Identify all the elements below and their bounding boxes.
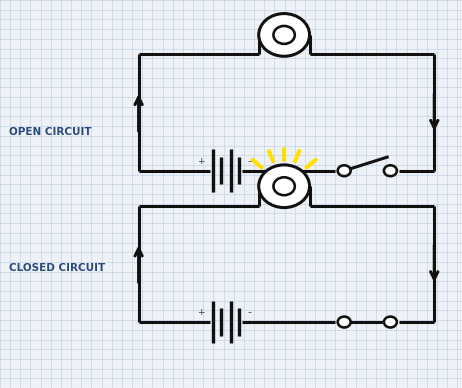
Circle shape bbox=[259, 165, 310, 208]
Text: OPEN CIRCUIT: OPEN CIRCUIT bbox=[9, 127, 92, 137]
Text: +: + bbox=[197, 156, 205, 166]
Circle shape bbox=[384, 317, 397, 327]
Circle shape bbox=[338, 165, 351, 176]
Text: -: - bbox=[248, 156, 251, 166]
Text: CLOSED CIRCUIT: CLOSED CIRCUIT bbox=[9, 263, 105, 273]
Circle shape bbox=[259, 14, 310, 56]
Circle shape bbox=[338, 317, 351, 327]
Text: -: - bbox=[248, 307, 251, 317]
Circle shape bbox=[384, 165, 397, 176]
Text: +: + bbox=[197, 308, 205, 317]
